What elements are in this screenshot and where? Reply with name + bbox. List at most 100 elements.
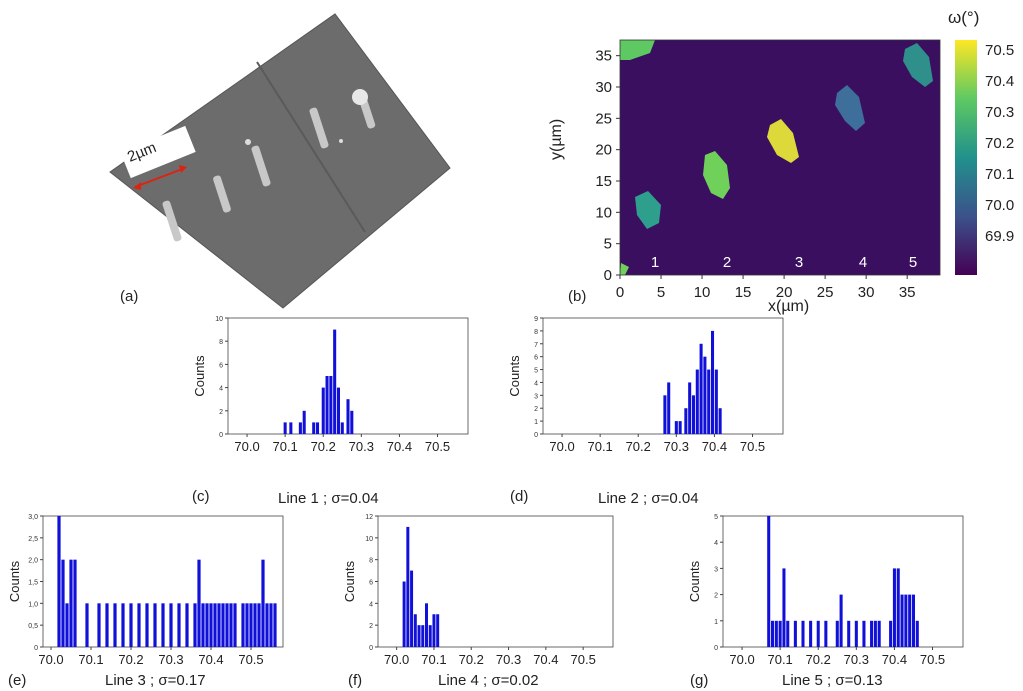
map-area: [620, 40, 940, 275]
y-tick-label: 4: [714, 540, 718, 547]
y-tick-label: 1,0: [28, 601, 38, 608]
histogram-bar: [97, 603, 101, 647]
histogram-bar: [889, 620, 893, 647]
histogram-bar: [809, 620, 813, 647]
map-xtick-label: 5: [657, 284, 665, 301]
x-tick-label: 70.0: [234, 439, 259, 454]
histogram-bar: [413, 614, 417, 647]
map-ytick-label: 5: [604, 236, 612, 253]
x-tick-label: 70.2: [806, 652, 831, 667]
histogram-bar: [900, 594, 904, 647]
histogram-bar: [767, 516, 771, 647]
y-tick-label: 1: [714, 619, 718, 626]
histogram-bar: [350, 410, 354, 434]
y-tick-label: 2,5: [28, 536, 38, 543]
histogram-bar: [691, 395, 695, 434]
histogram-bar: [273, 603, 277, 647]
panel-label-b: (b): [568, 288, 587, 305]
colorbar-tick-label: 69.9: [985, 228, 1014, 245]
histogram-bar: [684, 408, 688, 434]
x-tick-label: 70.4: [882, 652, 907, 667]
plot-frame: [377, 515, 614, 648]
histogram-bar: [793, 620, 797, 647]
histogram-bar: [877, 620, 881, 647]
map-ytick-label: 15: [595, 173, 612, 190]
histogram-line-4: 0 2 4 6 8 10 12 70.0 70.1 70.2 70.3 70.4 70.5 Counts: [342, 514, 614, 667]
y-tick-label: 10: [365, 536, 373, 543]
y-tick-label: 0: [714, 645, 718, 652]
y-tick-label: 4: [219, 386, 223, 393]
histogram-bar: [873, 620, 877, 647]
x-tick-label: 70.4: [387, 439, 412, 454]
histogram-bar: [329, 376, 333, 434]
histogram-bar: [209, 603, 213, 647]
y-tick-label: 2: [714, 593, 718, 600]
histogram-bar: [197, 559, 201, 647]
x-tick-label: 70.4: [702, 439, 727, 454]
y-tick-label: 2,0: [28, 558, 38, 565]
histogram-bar: [73, 559, 77, 647]
line-number: 1: [651, 254, 659, 271]
line-number: 3: [795, 254, 803, 271]
y-tick-label: 4: [369, 601, 373, 608]
histogram-bar: [185, 603, 189, 647]
histogram-bar: [316, 422, 320, 434]
y-tick-label: 10: [215, 316, 223, 323]
y-axis-label: Counts: [7, 560, 22, 602]
orientation-map: 70.570.470.370.270.170.069.9 0 5 10 15 20 25 3…: [595, 39, 1014, 301]
histogram-bar: [129, 603, 133, 647]
histogram-bar: [862, 620, 866, 647]
colorbar-tick-label: 70.4: [985, 73, 1014, 90]
histogram-bar: [892, 568, 896, 647]
x-tick-label: 70.4: [533, 652, 558, 667]
x-tick-label: 70.0: [729, 652, 754, 667]
histogram-bar: [663, 395, 667, 434]
histogram-bar: [145, 603, 149, 647]
histogram-bar: [432, 614, 436, 647]
histogram-bar: [217, 603, 221, 647]
y-axis-label: Counts: [342, 560, 357, 602]
histogram-bar: [674, 421, 678, 434]
histogram-bar: [786, 620, 790, 647]
y-tick-label: 3: [534, 393, 538, 400]
y-tick-label: 6: [534, 355, 538, 362]
histogram-bar: [169, 603, 173, 647]
panel-label-a: (a): [120, 288, 139, 305]
x-tick-label: 70.3: [844, 652, 869, 667]
histogram-bar: [703, 356, 707, 434]
histogram-bar: [778, 620, 782, 647]
y-tick-label: 0: [534, 432, 538, 439]
x-tick-label: 70.5: [920, 652, 945, 667]
histogram-bar: [325, 376, 329, 434]
x-tick-label: 70.0: [384, 652, 409, 667]
map-xtick-label: 15: [735, 284, 752, 301]
colorbar-tick-label: 70.2: [985, 135, 1014, 152]
histogram-bar: [333, 329, 337, 434]
histogram-bar: [816, 620, 820, 647]
x-tick-label: 70.1: [78, 652, 103, 667]
map-xtick-label: 35: [899, 284, 916, 301]
x-tick-label: 70.3: [496, 652, 521, 667]
y-tick-label: 0,5: [28, 623, 38, 630]
y-tick-label: 7: [534, 342, 538, 349]
colorbar-tick-label: 70.0: [985, 197, 1014, 214]
histogram-line-5: 0 1 2 3 4 5 70.0 70.1 70.2 70.3 70.4 70.5 Counts: [687, 514, 964, 667]
y-tick-label: 1,5: [28, 580, 38, 587]
colorbar-tick-label: 70.5: [985, 42, 1014, 59]
caption-line-4: Line 4 ; σ=0.02: [438, 672, 539, 689]
caption-line-2: Line 2 ; σ=0.04: [598, 490, 699, 507]
y-tick-label: 2: [219, 409, 223, 416]
line-number: 5: [909, 254, 917, 271]
x-tick-label: 70.1: [272, 439, 297, 454]
histogram-bar: [718, 408, 722, 434]
histogram-line-2: 0 1 2 3 4 5 6 7 8 9 70.0 70.1 70.2 70.3 70.4 70.5 Counts: [507, 316, 784, 454]
map-ytick-label: 20: [595, 142, 612, 159]
histogram-bar: [153, 603, 157, 647]
histogram-bar: [177, 603, 181, 647]
map-ytick-label: 30: [595, 79, 612, 96]
y-tick-label: 6: [369, 580, 373, 587]
x-tick-label: 70.1: [587, 439, 612, 454]
histogram-bar: [241, 603, 245, 647]
histogram-bar: [771, 620, 775, 647]
histogram-bar: [854, 620, 858, 647]
